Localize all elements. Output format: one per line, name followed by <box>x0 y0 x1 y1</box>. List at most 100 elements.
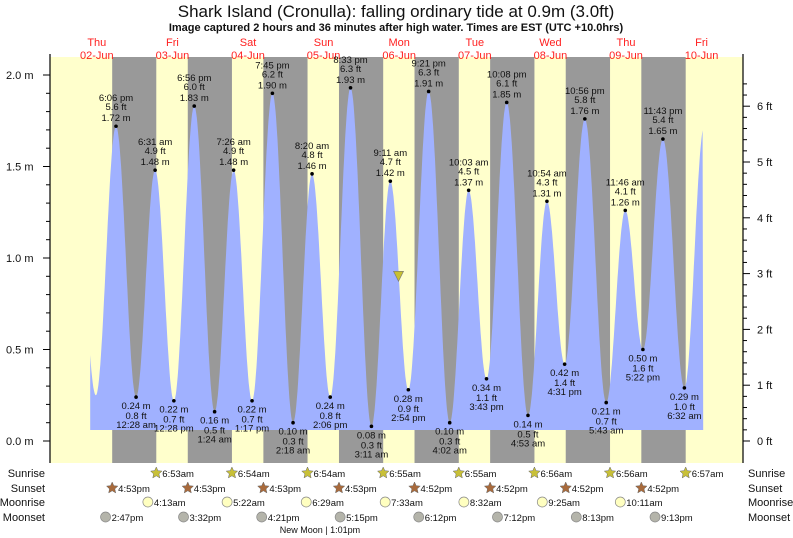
low-tide-ft: 1.1 ft <box>476 393 497 404</box>
high-tide-time: 7:26 am <box>216 137 250 148</box>
low-tide-ft: 0.3 ft <box>361 440 382 451</box>
chart-subtitle: Image captured 2 hours and 36 minutes af… <box>169 22 624 34</box>
sun-star-icon <box>332 481 346 494</box>
sun-star-icon <box>225 466 239 479</box>
low-tide-point <box>369 424 374 429</box>
low-tide-m: 0.21 m <box>592 407 621 418</box>
event-time: 8:13pm <box>582 513 614 524</box>
high-tide-m: 1.46 m <box>298 161 327 172</box>
day-date: 06-Jun <box>382 50 416 62</box>
sun-star-icon <box>105 481 119 494</box>
event-time: 6:12pm <box>425 513 457 524</box>
row-label-right: Sunset <box>748 483 782 495</box>
sun-star-icon <box>376 466 390 479</box>
low-tide-m: 0.22 m <box>159 405 188 416</box>
high-tide-point <box>231 168 236 172</box>
high-tide-ft: 5.8 ft <box>574 95 595 106</box>
low-tide-time: 5:22 pm <box>626 373 660 384</box>
moon-circle-icon <box>221 496 233 508</box>
day-date: 03-Jun <box>156 50 190 62</box>
sun-star-icon <box>150 466 163 479</box>
event-time: 9:25am <box>548 498 580 509</box>
low-tide-time: 3:43 pm <box>469 402 503 413</box>
moon-circle-icon <box>334 511 346 523</box>
moon-circle-icon <box>413 511 425 523</box>
sun-moon-rows: Sunrise Sunrise 6:53am 6:54am 6:54am 6:55am 6:… <box>0 466 793 524</box>
moon-circle-icon <box>536 496 548 508</box>
low-tide-ft: 0.3 ft <box>282 437 303 448</box>
low-tide-ft: 0.8 ft <box>320 411 341 422</box>
low-tide-ft: 1.0 ft <box>674 402 695 413</box>
event-time: 4:21pm <box>268 513 300 524</box>
sun-star-icon <box>679 466 692 479</box>
low-tide-point <box>328 395 333 399</box>
high-tide-point <box>348 86 353 90</box>
high-tide-m: 1.90 m <box>258 80 287 91</box>
low-tide-time: 12:28 pm <box>154 424 194 435</box>
sun-star-icon <box>181 481 195 494</box>
low-tide-time: 6:32 am <box>667 411 701 422</box>
day-name: Mon <box>388 37 409 49</box>
low-tide-m: 0.29 m <box>670 392 699 403</box>
low-tide-ft: 0.7 ft <box>596 417 617 428</box>
high-tide-time: 6:56 pm <box>177 73 211 84</box>
low-tide-ft: 0.7 ft <box>163 415 184 426</box>
low-tide-point <box>604 400 609 405</box>
day-name: Thu <box>617 37 636 49</box>
event-time: 6:29am <box>312 498 344 509</box>
right-tick-label: 2 ft <box>757 324 772 336</box>
high-tide-point <box>270 91 275 96</box>
low-tide-time: 4:31 pm <box>547 387 581 398</box>
day-name: Thu <box>87 37 106 49</box>
event-time: 7:12pm <box>503 513 535 524</box>
low-tide-point <box>562 362 567 366</box>
low-tide-m: 0.28 m <box>394 394 423 405</box>
low-tide-ft: 1.4 ft <box>554 378 575 389</box>
low-tide-point <box>484 376 489 381</box>
sun-star-icon <box>559 481 572 494</box>
low-tide-m: 0.34 m <box>472 383 501 394</box>
event-time: 6:53am <box>162 469 194 480</box>
high-tide-ft: 4.5 ft <box>458 166 479 177</box>
low-tide-m: 0.24 m <box>316 401 345 412</box>
low-tide-point <box>250 398 254 403</box>
day-name: Sat <box>240 37 257 49</box>
event-time: 4:52pm <box>421 484 453 495</box>
low-tide-ft: 0.5 ft <box>204 426 225 437</box>
high-tide-ft: 6.1 ft <box>496 78 517 89</box>
low-tide-point <box>291 420 295 425</box>
high-tide-ft: 5.4 ft <box>652 115 673 126</box>
event-time: 4:53pm <box>345 484 377 495</box>
sun-star-icon <box>408 481 421 494</box>
high-tide-ft: 6.3 ft <box>418 67 439 78</box>
low-tide-time: 1:24 am <box>197 435 231 446</box>
low-tide-ft: 0.8 ft <box>126 411 147 422</box>
low-tide-ft: 1.6 ft <box>632 364 653 375</box>
low-tide-time: 2:18 am <box>276 446 310 457</box>
event-time: 6:57am <box>692 469 724 480</box>
event-time: 10:11am <box>626 498 662 509</box>
moon-circle-icon <box>256 511 268 523</box>
low-tide-m: 0.08 m <box>357 430 386 441</box>
row-label-left: Sunset <box>11 483 45 495</box>
row-label-left: Moonrise <box>0 497 45 509</box>
day-name: Fri <box>695 37 708 49</box>
high-tide-ft: 4.8 ft <box>301 150 322 161</box>
low-tide-m: 0.10 m <box>279 427 308 438</box>
sun-star-icon <box>635 481 648 494</box>
high-tide-m: 1.42 m <box>376 168 405 179</box>
high-tide-point <box>310 172 314 176</box>
high-tide-ft: 4.9 ft <box>145 146 166 157</box>
low-tide-time: 2:54 pm <box>391 413 425 424</box>
event-time: 9:13pm <box>661 513 693 524</box>
moon-circle-icon <box>178 511 189 523</box>
current-level-marker <box>393 271 405 282</box>
low-tide-point <box>406 387 411 392</box>
high-tide-point <box>623 208 628 213</box>
low-tide-point <box>172 398 176 403</box>
high-tide-m: 1.72 m <box>101 113 130 124</box>
event-time: 4:53pm <box>269 484 301 495</box>
right-tick-label: 4 ft <box>757 213 772 225</box>
low-tide-m: 0.16 m <box>200 416 229 427</box>
